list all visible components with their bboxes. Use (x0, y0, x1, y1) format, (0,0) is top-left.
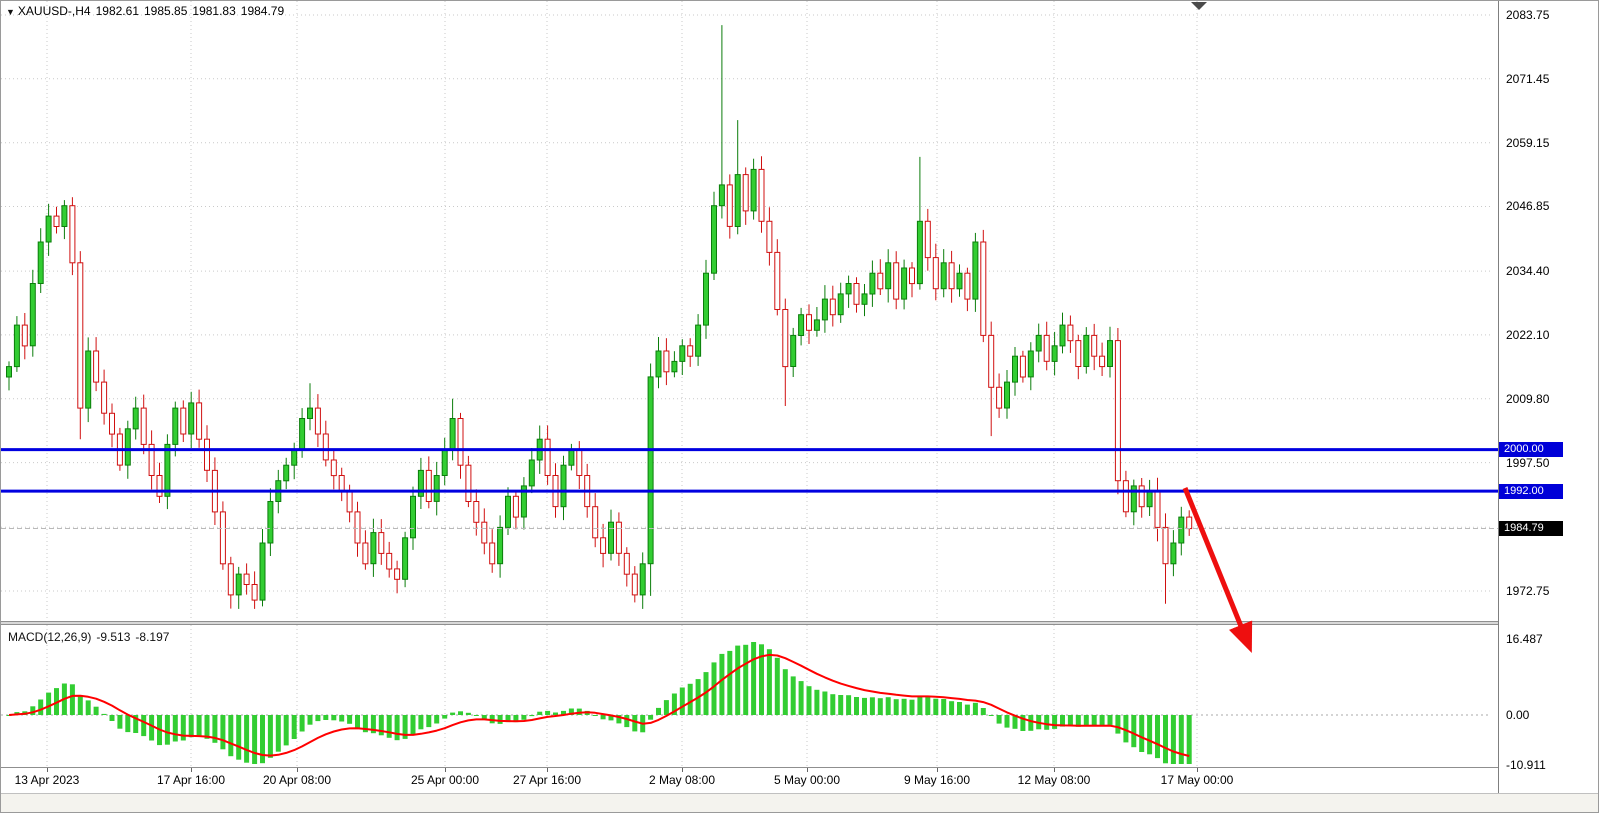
price-tick-label: 2083.75 (1506, 8, 1550, 22)
time-tick-label: 13 Apr 2023 (14, 773, 80, 787)
macd-indicator-pane[interactable] (1, 625, 1498, 767)
time-tick-mark (1054, 768, 1055, 772)
symbol-period-label: XAUUSD-,H4 (17, 4, 91, 18)
price-tick-label: 1997.50 (1506, 456, 1550, 470)
time-tick-mark (682, 768, 683, 772)
macd-indicator-label: MACD(12,26,9) -9.513 -8.197 (8, 630, 174, 644)
price-tick-label: 1972.75 (1506, 584, 1550, 598)
time-tick-mark (297, 768, 298, 772)
macd-histogram-chart[interactable] (1, 625, 1498, 767)
time-tick-mark (47, 768, 48, 772)
macd-name: MACD(12,26,9) (8, 630, 92, 644)
ohlc-close-value: 1984.79 (240, 4, 285, 18)
candlestick-chart[interactable] (1, 1, 1498, 621)
price-tick-label: 2059.15 (1506, 136, 1550, 150)
time-axis-separator (1, 767, 1598, 768)
price-tick-label: 2071.45 (1506, 72, 1550, 86)
chart-header: ▼ XAUUSD-,H4 1982.61 1985.85 1981.83 1984.79 (6, 4, 289, 18)
time-tick-label: 9 May 16:00 (903, 773, 971, 787)
level-price-tag: 1992.00 (1499, 484, 1563, 499)
time-axis[interactable]: 13 Apr 2023 17 Apr 16:00 20 Apr 08:00 25 Ap… (1, 768, 1498, 793)
price-chart-pane[interactable] (1, 1, 1498, 621)
price-tick-label: 2046.85 (1506, 199, 1550, 213)
macd-tick-label: -10.911 (1506, 758, 1546, 772)
time-tick-label: 17 May 00:00 (1160, 773, 1234, 787)
time-tick-label: 25 Apr 00:00 (410, 773, 480, 787)
chart-shift-marker-icon[interactable] (1191, 2, 1207, 10)
macd-tick-label: 16.487 (1506, 632, 1543, 646)
ohlc-low-value: 1981.83 (192, 4, 236, 18)
time-tick-label: 17 Apr 16:00 (156, 773, 226, 787)
time-tick-mark (191, 768, 192, 772)
current-price-tag: 1984.79 (1499, 521, 1563, 536)
symbol-dropdown-icon[interactable]: ▼ (6, 7, 15, 17)
ohlc-open-value: 1982.61 (95, 4, 139, 18)
level-price-tag: 2000.00 (1499, 442, 1563, 457)
time-tick-label: 27 Apr 16:00 (512, 773, 582, 787)
time-tick-label: 5 May 00:00 (773, 773, 841, 787)
time-tick-mark (807, 768, 808, 772)
time-tick-mark (445, 768, 446, 772)
pane-separator[interactable] (1, 621, 1598, 625)
price-tick-label: 2009.80 (1506, 392, 1550, 406)
time-tick-mark (1197, 768, 1198, 772)
time-tick-label: 2 May 08:00 (648, 773, 716, 787)
time-tick-mark (937, 768, 938, 772)
macd-tick-label: 0.00 (1506, 708, 1530, 722)
price-tick-label: 2034.40 (1506, 264, 1550, 278)
ohlc-high-value: 1985.85 (144, 4, 188, 18)
time-tick-mark (547, 768, 548, 772)
price-tick-label: 2022.10 (1506, 328, 1550, 342)
bottom-strip (1, 793, 1598, 812)
macd-signal-value: -8.197 (135, 630, 170, 644)
time-tick-label: 20 Apr 08:00 (262, 773, 332, 787)
time-tick-label: 12 May 08:00 (1017, 773, 1091, 787)
price-axis[interactable]: 2083.75 2071.45 2059.15 2046.85 2034.40 2022.… (1498, 1, 1598, 793)
macd-main-value: -9.513 (96, 630, 131, 644)
